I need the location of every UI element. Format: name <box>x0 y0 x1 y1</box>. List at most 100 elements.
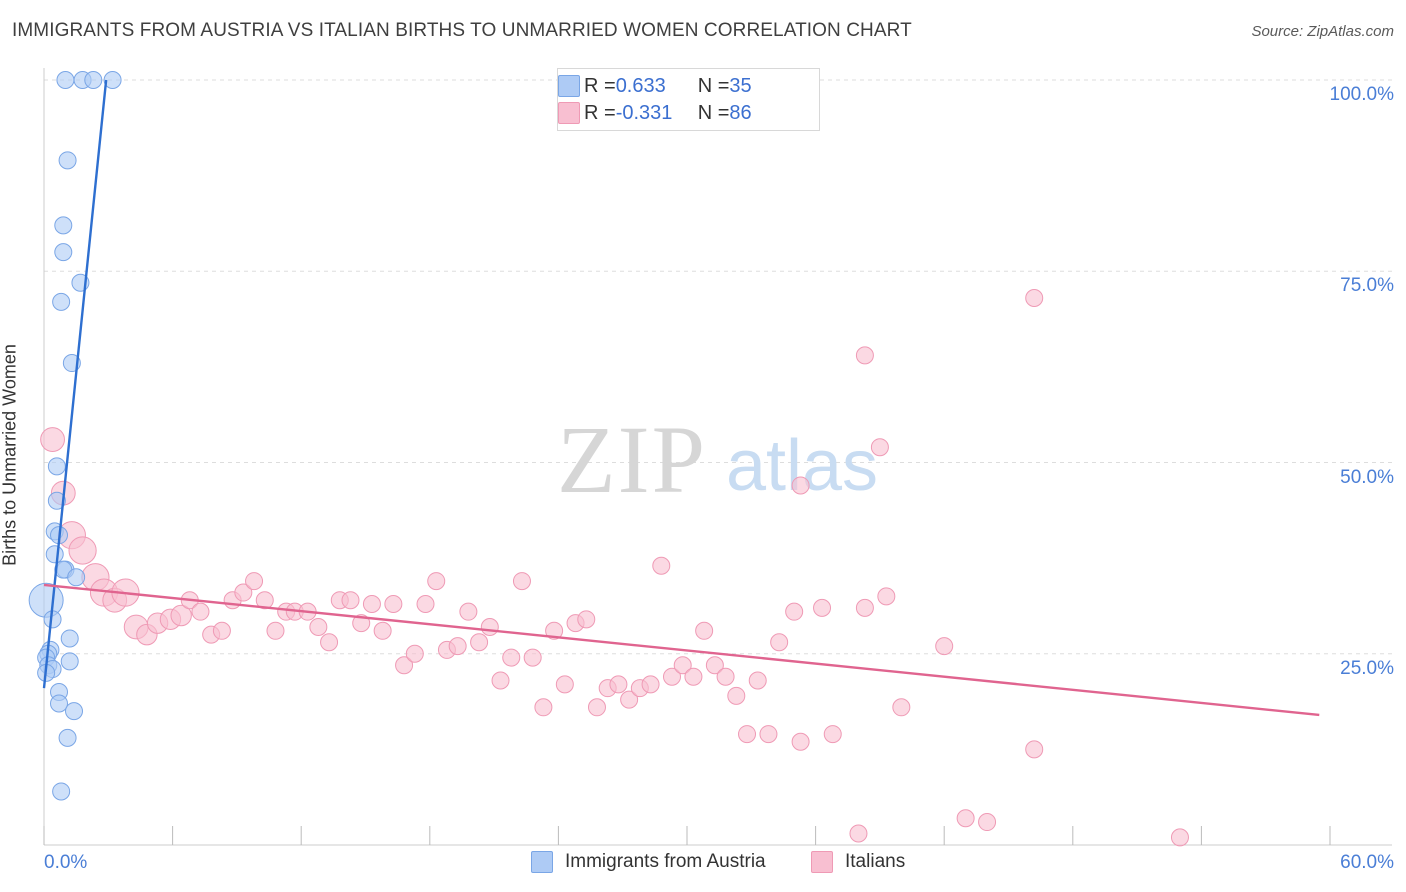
data-point <box>459 602 478 621</box>
gridlines <box>44 79 1392 655</box>
data-point <box>448 637 467 656</box>
data-point <box>877 587 896 606</box>
data-point <box>716 667 735 686</box>
series-italians <box>40 289 1189 847</box>
data-point <box>641 675 660 694</box>
data-point <box>523 648 542 667</box>
legend-row-austria: R = 0.633 N = 35 <box>558 74 752 98</box>
legend-swatch-austria <box>531 851 553 873</box>
source-label: Source: ZipAtlas.com <box>1251 23 1394 40</box>
legend-r-value: 0.633 <box>615 74 666 97</box>
data-point <box>770 633 789 652</box>
legend-swatch-italians <box>811 851 833 873</box>
watermark: ZIP atlas <box>557 406 878 513</box>
data-point <box>362 595 381 614</box>
data-point <box>956 809 975 828</box>
legend-swatch-italians <box>558 102 580 124</box>
data-point <box>245 572 264 591</box>
data-point <box>791 732 810 751</box>
data-point <box>620 690 639 709</box>
data-point <box>759 725 778 744</box>
data-point <box>266 621 285 640</box>
data-point <box>684 667 703 686</box>
data-point <box>892 698 911 717</box>
legend-row-italians: R = -0.331 N = 86 <box>558 101 752 125</box>
y-tick-label: 50.0% <box>1340 466 1394 488</box>
legend-n-value: 86 <box>729 101 752 124</box>
data-point <box>341 591 360 610</box>
trend-line-italians <box>43 583 1320 717</box>
data-point <box>470 633 489 652</box>
legend-r-label: R = <box>584 101 616 124</box>
data-point <box>855 598 874 617</box>
data-point <box>748 671 767 690</box>
data-point <box>352 614 371 633</box>
data-point <box>855 346 874 365</box>
data-point <box>662 667 681 686</box>
data-point <box>978 813 997 832</box>
correlation-legend: R = 0.633 N = 35 R = -0.331 N = 86 <box>557 68 820 131</box>
data-point <box>40 427 65 452</box>
data-point <box>84 71 103 89</box>
chart-title: IMMIGRANTS FROM AUSTRIA VS ITALIAN BIRTH… <box>12 20 912 41</box>
data-point <box>212 621 231 640</box>
data-point <box>813 598 832 617</box>
data-point <box>54 243 73 262</box>
data-point <box>695 621 714 640</box>
x-tick-min: 0.0% <box>44 852 88 873</box>
data-point <box>705 656 724 675</box>
data-point <box>65 702 84 721</box>
data-point <box>255 591 274 610</box>
data-point <box>738 725 757 744</box>
data-point <box>935 637 954 656</box>
data-point <box>480 617 499 636</box>
data-point <box>587 698 606 717</box>
legend-item-austria: Immigrants from Austria <box>531 851 766 873</box>
legend-n-label: N = <box>697 101 730 124</box>
data-point <box>54 216 73 235</box>
legend-n-label: N = <box>697 74 730 97</box>
data-point <box>309 617 328 636</box>
axes <box>43 68 1392 846</box>
watermark-zip: ZIP <box>557 406 707 513</box>
data-point <box>58 151 77 170</box>
data-point <box>416 595 435 614</box>
data-point <box>60 652 79 671</box>
data-point <box>68 536 97 565</box>
legend-r-label: R = <box>584 74 616 97</box>
data-point <box>791 476 810 495</box>
data-point <box>405 644 424 663</box>
data-point <box>534 698 553 717</box>
data-point <box>50 694 69 713</box>
y-tick-label: 100.0% <box>1329 84 1394 105</box>
data-point <box>512 572 531 591</box>
data-point <box>234 583 253 602</box>
data-point <box>652 556 671 575</box>
data-point <box>67 568 86 587</box>
legend-swatch-austria <box>558 75 580 97</box>
data-point <box>58 728 77 747</box>
y-tick-label: 25.0% <box>1340 657 1394 679</box>
legend-n-value: 35 <box>729 74 752 97</box>
legend-label-austria: Immigrants from Austria <box>565 851 766 872</box>
y-tick-label: 75.0% <box>1340 275 1394 297</box>
x-tick-max: 60.0% <box>1340 852 1394 873</box>
data-point <box>870 438 889 457</box>
data-point <box>170 604 192 627</box>
data-point <box>1170 828 1189 847</box>
series-legend: Immigrants from Austria Italians <box>0 851 1406 879</box>
data-point <box>191 602 210 621</box>
data-point <box>673 656 692 675</box>
data-point <box>52 782 71 801</box>
data-point <box>47 491 66 510</box>
legend-label-italians: Italians <box>845 851 906 872</box>
data-point <box>384 595 403 614</box>
data-point <box>28 582 64 618</box>
data-point <box>491 671 510 690</box>
data-point <box>1025 289 1044 308</box>
data-point <box>577 610 596 629</box>
data-point <box>103 71 122 89</box>
data-point <box>56 71 75 89</box>
data-point <box>545 621 564 640</box>
